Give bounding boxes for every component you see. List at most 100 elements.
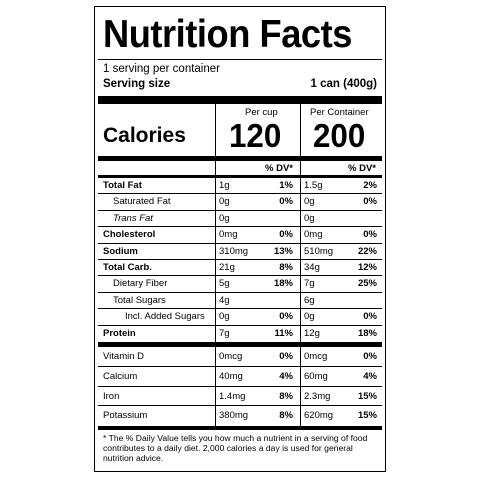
amount-per-container: 60mg — [304, 370, 328, 382]
amount-per-container: 2.3mg — [304, 390, 331, 402]
amount-per-container: 34g — [304, 262, 320, 273]
column-divider — [215, 260, 216, 277]
column-divider — [300, 347, 301, 367]
nutrient-name: Total Sugars — [113, 294, 166, 306]
amount-per-cup: 4g — [219, 294, 230, 306]
column-divider — [300, 292, 301, 310]
amount-per-container: 12g — [304, 327, 320, 339]
dv-per-cup: 4% — [279, 370, 293, 382]
title-divider — [98, 59, 382, 60]
row-divider — [98, 324, 382, 326]
nutrient-row: Saturated Fat 0g 0% 0g 0% — [95, 194, 385, 211]
column-divider — [215, 366, 216, 387]
row-divider — [98, 365, 382, 367]
dv-per-container: 0% — [363, 229, 377, 241]
amount-per-container: 0mcg — [304, 351, 328, 362]
amount-per-cup: 380mg — [219, 410, 249, 422]
dv-per-container: 15% — [357, 410, 377, 422]
dv-header-col1: % DV* — [265, 163, 293, 174]
dv-per-container: 15% — [357, 390, 377, 402]
nutrient-row: Incl. Added Sugars 0g 0% 0g 0% — [95, 309, 385, 326]
col2-header: Per Container — [310, 107, 369, 118]
dv-per-container: 22% — [357, 245, 377, 257]
serving-size-label: Serving size — [103, 78, 171, 90]
row-divider — [98, 242, 382, 244]
nutrient-name: Potassium — [103, 410, 148, 422]
column-divider — [215, 292, 216, 310]
column-divider — [215, 325, 216, 342]
servings-per-container: 1 serving per container — [103, 63, 220, 75]
dv-per-cup: 0% — [279, 229, 293, 241]
column-divider — [215, 194, 216, 211]
column-divider — [300, 276, 301, 293]
column-divider — [300, 309, 301, 326]
nutrient-row: Total Carb. 21g 8% 34g 12% — [95, 260, 385, 277]
amount-per-cup: 1.4mg — [219, 390, 246, 402]
dv-per-container: 0% — [363, 311, 377, 323]
dv-per-cup: 0% — [279, 351, 293, 362]
dv-header-col2: % DV* — [348, 163, 376, 174]
nutrient-row: Trans Fat 0g 0g — [95, 210, 385, 228]
dv-per-container: 0% — [363, 351, 377, 362]
calories-per-cup: 120 — [229, 117, 282, 154]
amount-per-cup: 21g — [219, 262, 235, 273]
dv-per-container: 0% — [363, 196, 377, 208]
amount-per-cup: 0g — [219, 311, 230, 323]
nutrient-name: Total Carb. — [103, 262, 152, 273]
amount-per-container: 7g — [304, 278, 315, 290]
nutrient-name: Incl. Added Sugars — [125, 311, 205, 323]
nutrient-name: Vitamin D — [103, 351, 145, 362]
row-divider — [98, 291, 382, 293]
label-title: Nutrition Facts — [103, 13, 352, 56]
amount-per-cup: 1g — [219, 180, 230, 191]
column-divider — [300, 406, 301, 426]
column-divider — [215, 386, 216, 407]
dv-per-cup: 13% — [273, 245, 293, 257]
column-divider-header-2 — [300, 104, 301, 178]
nutrient-name: Protein — [103, 327, 136, 339]
amount-per-cup: 310mg — [219, 245, 249, 257]
amount-per-cup: 0g — [219, 196, 230, 208]
amount-per-container: 0g — [304, 311, 315, 323]
serving-size-value: 1 can (400g) — [310, 78, 377, 90]
column-divider — [300, 366, 301, 387]
amount-per-container: 1.5g — [304, 180, 323, 191]
dv-per-cup: 0% — [279, 311, 293, 323]
column-divider — [300, 227, 301, 244]
calories-label: Calories — [103, 124, 186, 147]
amount-per-cup: 0mg — [219, 229, 238, 241]
column-divider — [300, 325, 301, 342]
nutrient-name: Sodium — [103, 245, 138, 257]
calories-per-container: 200 — [313, 117, 366, 154]
amount-per-cup: 0g — [219, 212, 230, 224]
nutrient-name: Saturated Fat — [113, 196, 171, 208]
thick-divider-vitamins — [98, 342, 382, 347]
column-divider — [215, 406, 216, 426]
nutrient-row: Cholesterol 0mg 0% 0mg 0% — [95, 227, 385, 244]
column-divider — [300, 194, 301, 211]
column-divider — [300, 386, 301, 407]
nutrient-row: Potassium 380mg 8% 620mg 15% — [95, 406, 385, 426]
nutrient-name: Trans Fat — [113, 212, 153, 224]
nutrition-label: Nutrition Facts 1 serving per container … — [94, 6, 386, 472]
amount-per-cup: 5g — [219, 278, 230, 290]
dv-per-cup: 8% — [279, 410, 293, 422]
nutrient-row: Iron 1.4mg 8% 2.3mg 15% — [95, 386, 385, 407]
amount-per-container: 0g — [304, 212, 315, 224]
dv-per-cup: 11% — [274, 327, 294, 339]
nutrient-row: Protein 7g 11% 12g 18% — [95, 325, 385, 342]
column-divider — [215, 347, 216, 367]
amount-per-cup: 40mg — [219, 370, 243, 382]
nutrient-name: Iron — [103, 390, 120, 402]
dv-per-container: 12% — [357, 262, 377, 273]
nutrient-name: Total Fat — [103, 180, 142, 191]
column-divider — [215, 309, 216, 326]
dv-per-container: 25% — [357, 278, 377, 290]
nutrient-row: Total Sugars 4g 6g — [95, 292, 385, 310]
dv-per-cup: 1% — [279, 180, 293, 191]
amount-per-container: 510mg — [304, 245, 334, 257]
nutrient-row: Vitamin D 0mcg 0% 0mcg 0% — [95, 347, 385, 367]
amount-per-cup: 7g — [219, 327, 230, 339]
amount-per-container: 0g — [304, 196, 315, 208]
column-divider — [300, 260, 301, 277]
